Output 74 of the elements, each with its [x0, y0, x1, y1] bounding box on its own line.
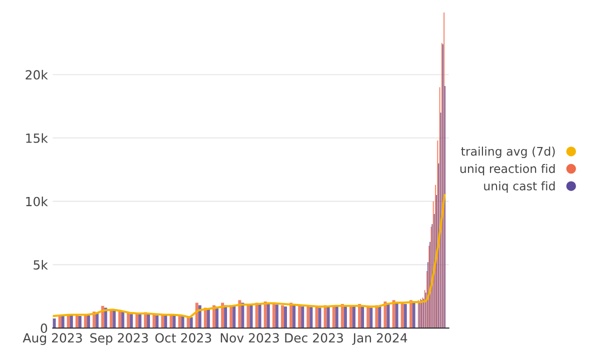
y-tick-label: 5k: [34, 260, 48, 270]
bar: [126, 312, 130, 328]
bar: [264, 301, 267, 328]
bar: [301, 306, 304, 328]
bar: [280, 305, 284, 328]
bar: [138, 314, 142, 328]
bar: [78, 316, 82, 328]
y-tick-label: 10k: [26, 196, 48, 206]
bar: [326, 306, 330, 328]
bar: [349, 305, 352, 328]
bar: [404, 304, 407, 328]
bar: [412, 302, 416, 328]
bar: [315, 306, 318, 328]
bar: [206, 309, 210, 328]
bar: [152, 314, 156, 328]
bar: [335, 306, 338, 328]
x-tick-label: Sep 2023: [90, 333, 148, 346]
bar: [318, 308, 322, 328]
bar: [172, 315, 176, 328]
bar: [298, 305, 302, 328]
bar: [221, 302, 224, 328]
bar: [290, 302, 293, 328]
bar: [250, 305, 253, 328]
bar: [366, 306, 370, 328]
bar: [258, 304, 262, 328]
bar: [52, 318, 56, 328]
bar: [121, 312, 124, 328]
bar: [306, 306, 310, 328]
x-tick-label: Oct 2023: [155, 333, 212, 343]
bar: [284, 306, 287, 328]
legend-label: trailing avg (7d): [461, 146, 555, 158]
x-tick-label: Dec 2023: [285, 333, 343, 343]
bar: [370, 308, 373, 328]
bar: [352, 306, 356, 328]
bar: [232, 306, 236, 328]
legend-label: uniq reaction fid: [460, 164, 555, 176]
bar: [255, 302, 258, 328]
line-series: [52, 194, 446, 318]
bar: [238, 300, 242, 328]
x-tick-label: Nov 2023: [220, 333, 279, 343]
bar: [190, 317, 193, 328]
x-tick-label: Aug 2023: [22, 333, 82, 346]
bar: [266, 304, 270, 328]
bar: [400, 302, 404, 328]
bar: [75, 315, 78, 328]
bar: [181, 316, 184, 328]
bar: [332, 305, 336, 328]
bar: [292, 304, 296, 328]
bar: [156, 315, 159, 328]
bar: [384, 301, 387, 328]
bar: [361, 306, 364, 328]
bar: [70, 315, 73, 328]
bar: [230, 305, 233, 328]
bar: [392, 300, 396, 328]
bar: [246, 304, 250, 328]
bar: [378, 306, 382, 328]
bar: [275, 304, 278, 328]
bar: [164, 315, 168, 328]
bar: [272, 302, 276, 328]
y-tick-label: 20k: [26, 70, 48, 80]
x-tick-label: Jan 2024: [352, 333, 408, 345]
bar: [130, 314, 133, 328]
bar: [344, 306, 347, 328]
bar: [241, 302, 244, 328]
y-tick-label: 0: [40, 324, 48, 333]
bar: [310, 307, 313, 328]
bar: [87, 315, 90, 328]
bar: [395, 302, 398, 328]
bar: [61, 316, 64, 328]
y-tick-label: 15k: [26, 133, 48, 143]
legend-label: uniq cast fid: [484, 181, 555, 193]
bar: [386, 303, 390, 328]
bar: [410, 300, 412, 328]
bar: [112, 310, 116, 328]
